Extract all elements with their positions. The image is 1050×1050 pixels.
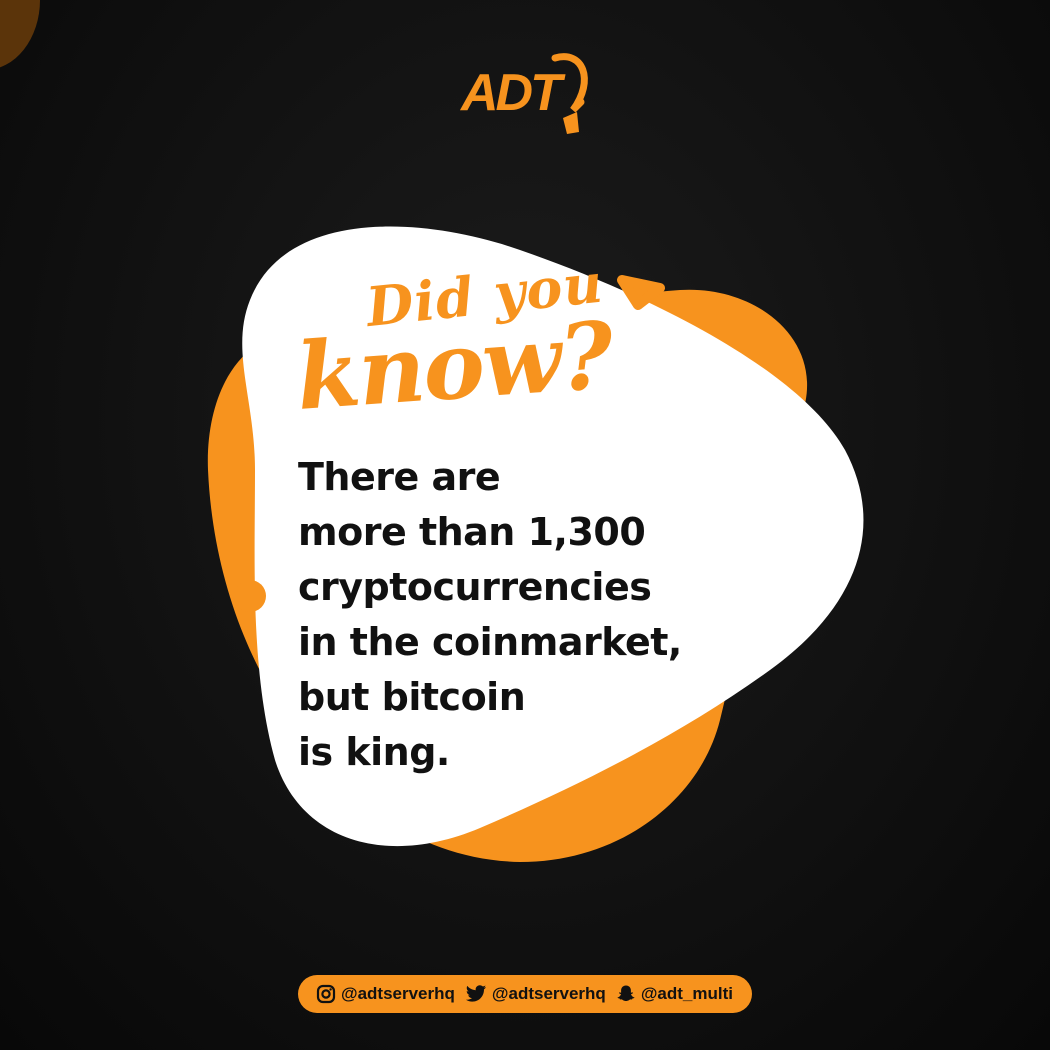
adt-logo: ADT <box>455 40 595 140</box>
fact-line-2: more than 1,300 <box>298 510 646 554</box>
fact-line-5: but bitcoin <box>298 670 758 725</box>
fact-line-5-bold: bitcoin <box>381 675 526 719</box>
white-blob <box>242 226 864 847</box>
social-handles-bar: @adtserverhq @adtserverhq @adt_multi <box>298 975 752 1013</box>
fact-line-6: is king. <box>298 730 450 774</box>
snapchat-handle: @adt_multi <box>640 984 733 1003</box>
fact-line-1: There are <box>298 455 501 499</box>
instagram-icon <box>316 984 336 1004</box>
social-twitter[interactable]: @adtserverhq <box>465 984 606 1004</box>
social-instagram[interactable]: @adtserverhq <box>316 984 455 1004</box>
fact-paragraph: There are more than 1,300 cryptocurrenci… <box>298 450 758 780</box>
fact-line-3: cryptocurrencies <box>298 565 652 609</box>
triangle-accent <box>617 275 665 310</box>
social-snapchat[interactable]: @adt_multi <box>616 984 733 1004</box>
snapchat-icon <box>617 985 635 1001</box>
fact-line-5-prefix: but <box>298 675 382 719</box>
twitter-handle: @adtserverhq <box>491 984 606 1003</box>
did-you-know-heading: Did you know? <box>293 251 630 455</box>
twitter-icon <box>465 985 486 1002</box>
heading-line-2: know? <box>293 301 615 431</box>
fact-line-4: in the coinmarket, <box>298 620 682 664</box>
dot-accent <box>234 580 266 612</box>
instagram-handle: @adtserverhq <box>341 984 455 1003</box>
svg-text:ADT: ADT <box>459 64 566 122</box>
